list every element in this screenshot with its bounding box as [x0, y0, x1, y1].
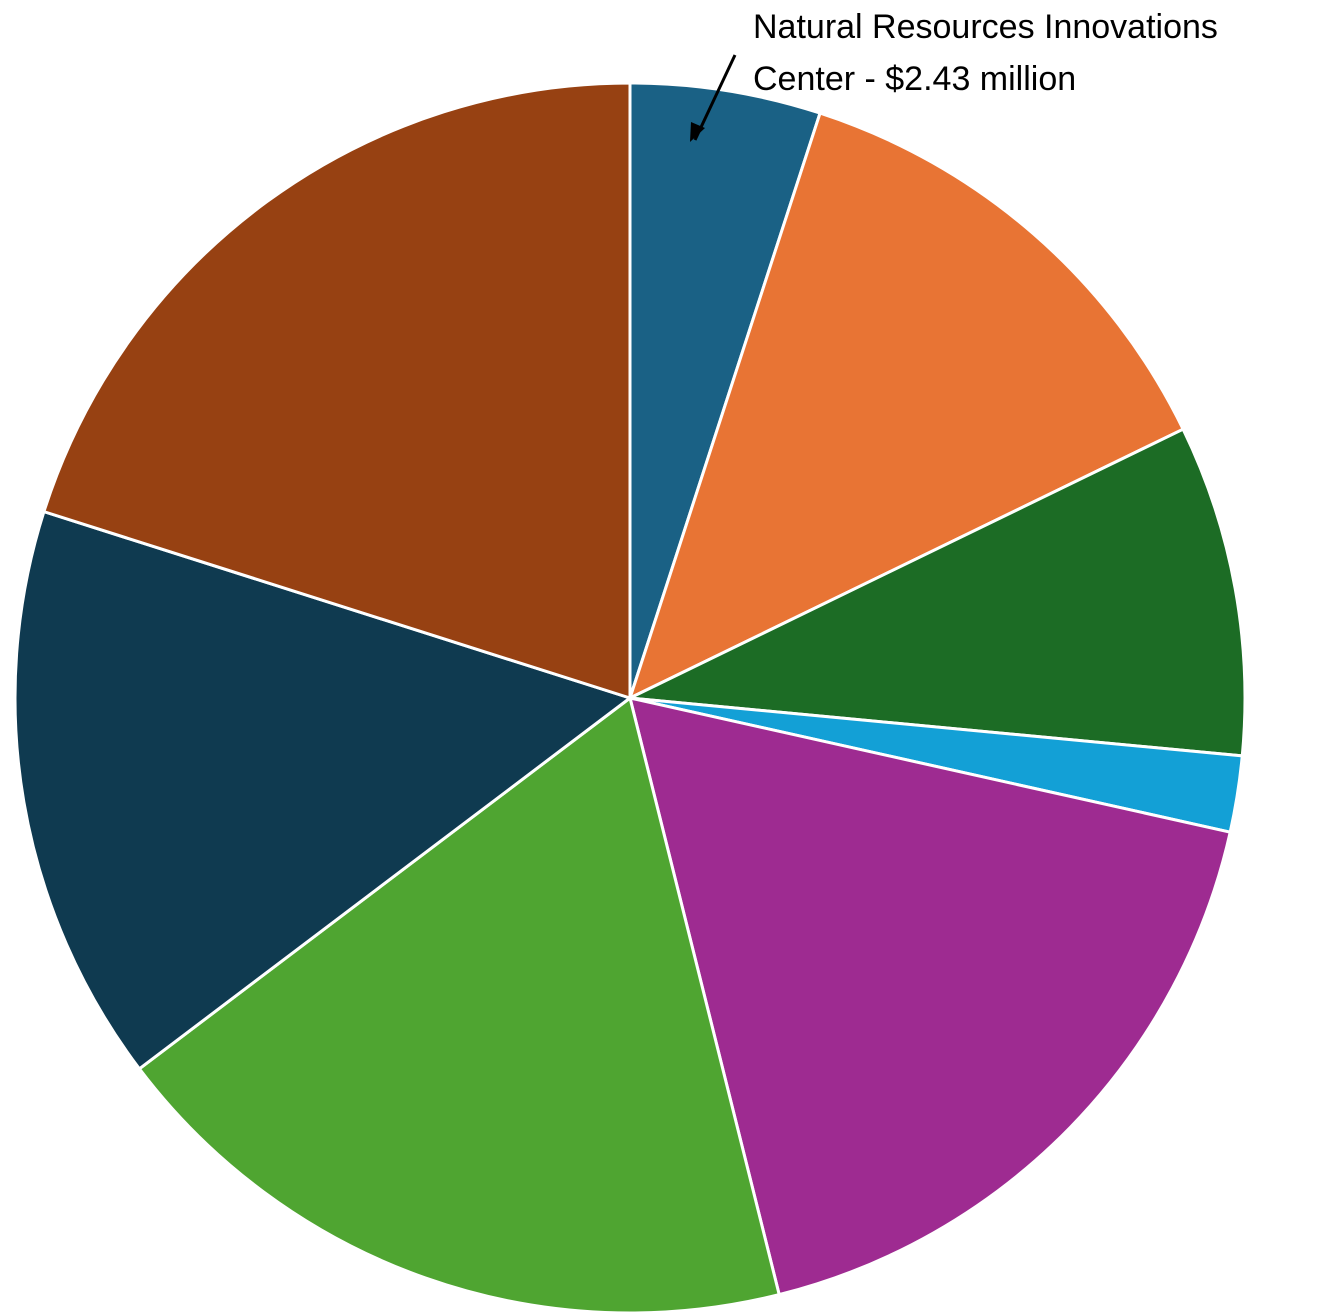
annotation-label-line-2: Center - $2.43 million — [753, 60, 1076, 98]
annotation-arrow — [693, 54, 737, 141]
slice-annotation: Natural Resources Innovations Center - $… — [690, 8, 1218, 142]
pie-slice-1 — [628, 81, 822, 700]
pie-slice-3 — [628, 427, 1247, 758]
pie-slice-8 — [42, 81, 632, 700]
pie-slice-6 — [137, 696, 781, 1313]
pie-slice-7 — [13, 510, 632, 1071]
annotation-arrowhead — [690, 122, 705, 142]
pie-slice-5 — [628, 696, 1232, 1297]
pie-slice-2 — [628, 111, 1185, 700]
pie-slices — [13, 81, 1247, 1313]
annotation-label-line-1: Natural Resources Innovations — [753, 8, 1218, 46]
